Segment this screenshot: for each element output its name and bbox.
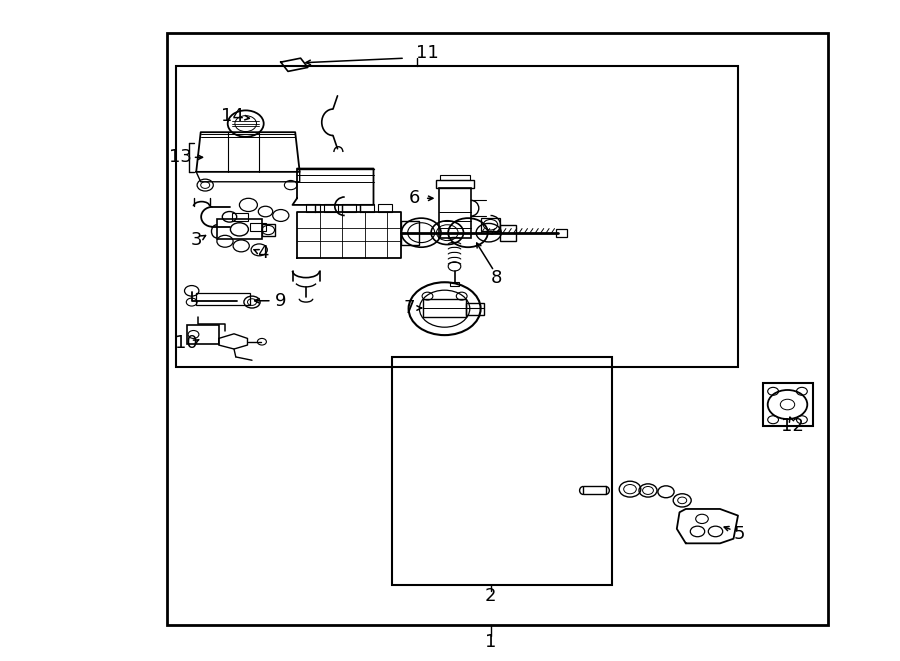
Bar xyxy=(436,180,474,188)
Bar xyxy=(232,213,248,221)
Bar xyxy=(378,204,392,212)
Text: 14: 14 xyxy=(220,107,244,126)
Text: 12: 12 xyxy=(780,417,804,436)
Bar xyxy=(583,486,606,494)
Bar xyxy=(176,66,738,367)
Text: 8: 8 xyxy=(491,268,502,287)
Text: 11: 11 xyxy=(416,44,439,62)
Text: 6: 6 xyxy=(409,189,419,208)
Bar xyxy=(466,303,484,315)
Text: 7: 7 xyxy=(404,299,415,317)
Text: 10: 10 xyxy=(175,334,198,352)
Bar xyxy=(439,188,471,238)
Text: 4: 4 xyxy=(257,244,268,262)
Text: 5: 5 xyxy=(734,525,745,543)
Bar xyxy=(440,175,470,180)
Bar xyxy=(360,204,373,212)
Bar xyxy=(250,223,266,231)
Bar xyxy=(450,282,459,286)
Text: 2: 2 xyxy=(485,587,496,605)
Bar xyxy=(187,325,219,344)
Bar xyxy=(196,293,250,305)
Bar xyxy=(556,229,567,237)
Text: 9: 9 xyxy=(275,292,286,310)
Bar xyxy=(217,219,262,239)
Bar xyxy=(342,204,356,212)
Bar xyxy=(423,299,466,317)
Bar xyxy=(392,357,612,585)
Text: 1: 1 xyxy=(485,633,496,652)
Bar xyxy=(481,218,500,231)
Bar xyxy=(306,204,319,212)
Bar xyxy=(166,33,828,625)
Text: 3: 3 xyxy=(191,231,202,249)
Bar xyxy=(500,225,516,241)
Bar xyxy=(262,224,275,236)
Text: 13: 13 xyxy=(168,148,192,167)
Bar xyxy=(763,383,813,426)
Bar xyxy=(400,221,418,245)
Bar xyxy=(324,204,338,212)
